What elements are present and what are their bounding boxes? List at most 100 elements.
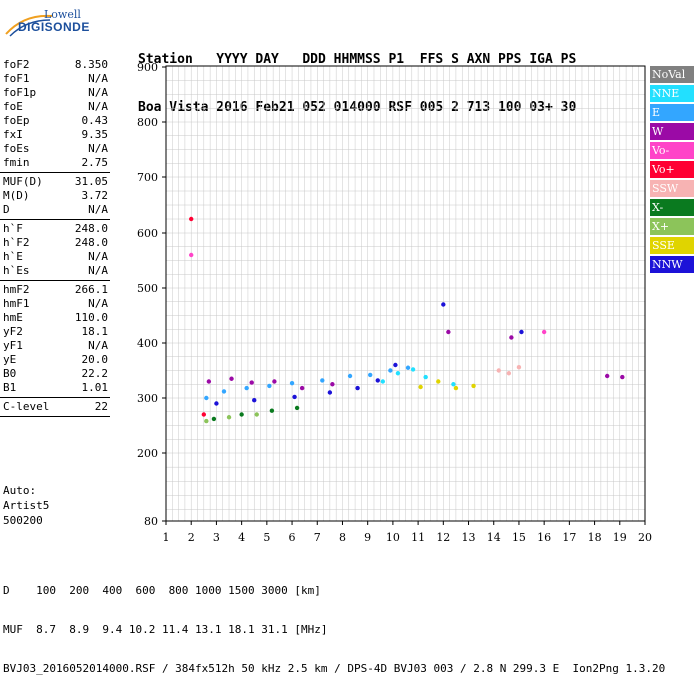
param-label: B1 [3,381,17,394]
param-value: 18.1 [81,325,109,338]
echo-point [244,385,249,391]
param-row: yF1 N/A [0,339,112,353]
legend-item: Vo+ [650,161,694,178]
param-value: 22 [94,400,108,413]
echo-point [272,379,277,384]
plot-frame [165,65,646,522]
y-tick-label: 600 [137,227,158,240]
x-tick-label: 8 [339,531,346,544]
param-value: 20.0 [81,353,109,366]
y-tick-label: 80 [144,515,158,528]
param-row: foEp 0.43 [0,114,112,128]
echo-point [410,367,416,372]
auto-version: 500200 [3,514,43,527]
echo-point [418,384,423,390]
echo-point [330,382,335,387]
x-tick-label: 12 [436,531,450,544]
param-row: fmin 2.75 [0,156,112,170]
echo-point [226,415,232,420]
echo-point [446,329,451,335]
echo-point [368,372,373,378]
param-value: 2.75 [81,156,109,169]
legend-item: E [650,104,694,121]
echo-point [347,373,353,379]
polarization-legend: NoVal NNE E W Vo- Vo+ SSW X- X+ SSE NNW [650,66,694,275]
param-value: 1.01 [81,381,109,394]
echo-point [204,395,209,401]
param-value: 31.05 [74,175,108,188]
legend-item: W [650,123,694,140]
header-labels: Station YYYY DAY DDD HHMMSS P1 FFS S AXN… [138,52,577,67]
echo-point [388,368,393,373]
params-divider [0,280,110,281]
param-label: fmin [3,156,30,169]
echo-point [604,373,610,379]
logo-swoosh-icon [5,14,53,37]
legend-item: Vo- [650,142,694,159]
param-label: foEs [3,142,30,155]
param-label: hmF1 [3,297,30,310]
echo-point [441,302,446,307]
param-label: yF1 [3,339,23,352]
param-label: h`Es [3,264,30,277]
echo-point [211,416,217,422]
param-label: D [3,203,10,216]
echo-point [239,412,244,417]
params-group-critical-frequencies: foF2 8.350 foF1 N/A foF1p N/A foE N/A foEp 0.43 fx… [0,58,112,170]
chart-traces [189,216,625,424]
station-header: Station YYYY DAY DDD HHMMSS P1 FFS S AXN… [138,20,576,132]
x-tick-label: 2 [188,531,195,544]
legend-item: NNE [650,85,694,102]
param-row: foF2 8.350 [0,58,112,72]
param-value: 248.0 [74,236,108,249]
legend-item: SSE [650,237,694,254]
param-row: fxI 9.35 [0,128,112,142]
x-tick-label: 6 [289,531,296,544]
echo-point [252,398,257,403]
param-row: h`F 248.0 [0,222,112,236]
x-tick-label: 9 [364,531,371,544]
y-tick-label: 500 [137,282,158,295]
param-value: N/A [88,297,108,310]
y-tick-label: 300 [137,392,158,405]
echo-point [189,216,194,222]
scaled-parameters-panel: foF2 8.350 foF1 N/A foF1p N/A foE N/A foEp 0.43 fx… [0,58,112,419]
autoscaling-info: Auto: Artist5 500200 [3,483,49,528]
echo-point [375,378,380,383]
param-row: B1 1.01 [0,381,112,395]
echo-point [423,374,428,380]
echo-point [516,365,522,370]
param-row: hmE 110.0 [0,311,112,325]
param-label: h`F2 [3,236,30,249]
x-tick-label: 7 [314,531,321,544]
param-label: MUF(D) [3,175,43,188]
param-value: 0.43 [81,114,109,127]
legend-item: SSW [650,180,694,197]
param-value: N/A [88,203,108,216]
echo-point [471,383,476,389]
legend-item: NoVal [650,66,694,83]
params-divider [0,172,110,173]
echo-point [355,385,360,391]
y-tick-label: 800 [137,116,158,129]
param-row: h`E N/A [0,250,112,264]
echo-point [214,401,219,406]
echo-point [405,365,411,370]
echo-point [249,380,254,385]
param-value: 248.0 [74,222,108,235]
param-label: foEp [3,114,30,127]
param-label: foF2 [3,58,30,71]
param-row: MUF(D) 31.05 [0,175,112,189]
param-value: 110.0 [74,311,108,324]
param-row: foF1p N/A [0,86,112,100]
echo-point [453,385,459,391]
echo-point [393,362,398,368]
echo-point [221,389,227,394]
echo-point [496,368,501,373]
params-divider [0,416,110,417]
echo-point [204,418,209,424]
echo-point [294,405,300,411]
param-value: 3.72 [81,189,109,202]
param-value: 22.2 [81,367,109,380]
logo-digisonde-text: DIGISONDE [18,20,90,34]
